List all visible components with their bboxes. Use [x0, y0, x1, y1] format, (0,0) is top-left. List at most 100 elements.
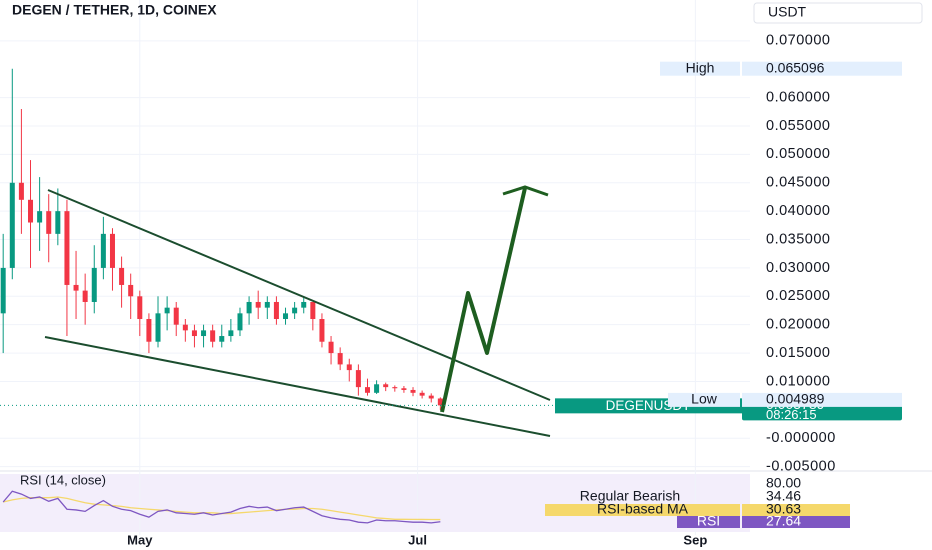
- rsi-name: RSI: [697, 513, 720, 529]
- chart-title: DEGEN / TETHER, 1D, COINEX: [12, 2, 217, 18]
- y-tick-label: 0.035000: [766, 231, 830, 247]
- candle-body: [283, 313, 289, 320]
- candle-body: [246, 301, 252, 314]
- currency-box[interactable]: [753, 2, 923, 24]
- candle-body: [64, 211, 70, 285]
- candle-body: [273, 301, 279, 320]
- rsi-name: RSI-based MA: [597, 501, 689, 517]
- candle-body: [119, 267, 125, 285]
- candle-body: [164, 307, 170, 314]
- rsi-value: 30.63: [766, 501, 801, 517]
- candle-body: [18, 182, 24, 200]
- candle-body: [191, 330, 197, 337]
- y-tick-label: 0.070000: [766, 33, 830, 49]
- low-label-box: [668, 392, 740, 407]
- candle-body: [428, 395, 434, 399]
- y-tick-label: 0.030000: [766, 260, 830, 276]
- candle-body: [109, 233, 115, 268]
- currency[interactable]: USDT: [768, 4, 807, 20]
- candle-body: [374, 384, 380, 393]
- candle-body: [173, 307, 179, 325]
- candle-body: [0, 267, 6, 314]
- candle-body: [210, 330, 216, 342]
- grid: [0, 0, 750, 535]
- candle-body: [28, 199, 34, 223]
- candle-body: [55, 211, 61, 234]
- rsi-name-box: [545, 504, 740, 516]
- candle-body: [328, 341, 334, 354]
- candle-body: [128, 284, 134, 297]
- candle-body: [301, 301, 307, 308]
- candle-body: [355, 370, 361, 388]
- candle-body: [419, 392, 425, 396]
- candle-body: [46, 211, 52, 234]
- candle-body: [37, 211, 43, 223]
- y-tick-label: 0.040000: [766, 203, 830, 219]
- rsi-title: RSI (14, close): [20, 472, 106, 487]
- divergence-name: Regular Bearish: [580, 488, 680, 504]
- candle-body: [237, 313, 243, 331]
- low-value-box: [742, 392, 902, 407]
- rsi-line: [2, 490, 441, 524]
- candle-body: [137, 296, 143, 320]
- candle-body: [155, 313, 161, 342]
- high-label-box: [660, 61, 740, 76]
- countdown: 08:26:15: [766, 407, 817, 422]
- high-label: High: [686, 59, 715, 75]
- projection-arrow: [440, 187, 527, 413]
- candle-body: [73, 284, 79, 291]
- high-value: 0.065096: [766, 59, 825, 75]
- upper-trendline: [47, 189, 551, 401]
- candle-body: [292, 307, 298, 314]
- candle-body: [410, 389, 416, 393]
- candle-body: [310, 301, 316, 320]
- candle-body: [319, 319, 325, 342]
- y-tick-label: 0.045000: [766, 175, 830, 191]
- candle-body: [82, 290, 88, 302]
- y-tick-label: 0.025000: [766, 288, 830, 304]
- candle-body: [264, 301, 270, 308]
- y-tick-label: 0.060000: [766, 89, 830, 105]
- candle-body: [392, 387, 398, 389]
- x-tick-label: Sep: [683, 532, 707, 547]
- y-tick-label: 0.015000: [766, 345, 830, 361]
- low-value: 0.004989: [766, 391, 825, 407]
- candle-body: [228, 330, 234, 337]
- y-tick-label: 0.020000: [766, 317, 830, 333]
- candle-body: [91, 267, 97, 302]
- y-tick-label: -0.005000: [766, 458, 836, 474]
- lower-trendline: [44, 336, 551, 437]
- candle-body: [9, 182, 15, 268]
- y-tick-label: 0.050000: [766, 146, 830, 162]
- candle-body: [219, 336, 225, 342]
- y-tick-label: 0.010000: [766, 373, 830, 389]
- candle-body: [437, 398, 443, 406]
- x-tick-label: Jul: [408, 532, 427, 547]
- candle-body: [383, 384, 389, 388]
- rsi-value-box: [742, 504, 850, 516]
- rsi-tick-label: 80.00: [766, 475, 801, 491]
- y-tick-label: 0.055000: [766, 118, 830, 134]
- marks: [0, 68, 443, 410]
- candle-body: [182, 324, 188, 331]
- candle-body: [100, 233, 106, 268]
- x-tick-label: May: [127, 532, 153, 547]
- candle-body: [201, 330, 207, 337]
- candle-body: [364, 387, 370, 393]
- candle-body: [337, 353, 343, 365]
- rsi-band: [0, 474, 750, 532]
- low-label: Low: [691, 391, 718, 407]
- candle-body: [346, 364, 352, 371]
- high-value-box: [742, 61, 902, 76]
- rsi-name-box: [677, 516, 740, 528]
- candle-body: [146, 319, 152, 342]
- candle-body: [255, 301, 261, 308]
- divergence-value: 34.46: [766, 488, 801, 504]
- candle-body: [401, 388, 407, 390]
- rsi-value-box: [742, 516, 850, 528]
- arrow-head: [502, 185, 549, 197]
- rsi-value: 27.64: [766, 513, 801, 529]
- y-tick-label: -0.000000: [766, 430, 836, 446]
